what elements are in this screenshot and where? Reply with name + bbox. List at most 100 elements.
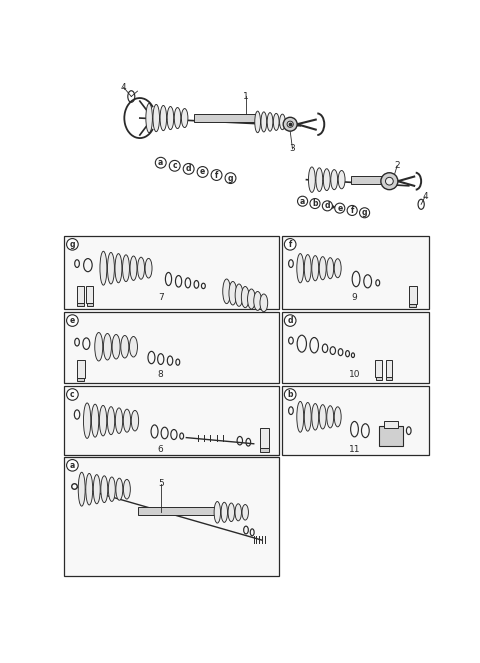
Ellipse shape: [267, 113, 273, 131]
Ellipse shape: [146, 103, 152, 133]
Bar: [386, 377, 392, 380]
Ellipse shape: [122, 255, 130, 282]
Bar: [64, 386, 278, 455]
Circle shape: [284, 239, 296, 250]
Text: f: f: [288, 240, 292, 249]
Circle shape: [323, 201, 333, 211]
Ellipse shape: [132, 410, 139, 431]
Ellipse shape: [279, 114, 285, 130]
Circle shape: [67, 389, 78, 400]
Ellipse shape: [312, 404, 319, 430]
Ellipse shape: [248, 289, 255, 309]
Text: f: f: [215, 170, 218, 180]
Bar: [375, 360, 383, 377]
Ellipse shape: [108, 477, 115, 501]
Circle shape: [283, 117, 297, 131]
Bar: [282, 312, 429, 383]
Circle shape: [67, 459, 78, 471]
Bar: [77, 286, 84, 303]
Text: 3: 3: [289, 145, 295, 153]
Ellipse shape: [101, 476, 108, 503]
Text: g: g: [70, 240, 75, 249]
Ellipse shape: [304, 255, 311, 282]
Ellipse shape: [123, 409, 131, 432]
Ellipse shape: [309, 167, 315, 192]
Text: b: b: [312, 199, 318, 208]
Ellipse shape: [86, 473, 93, 505]
Ellipse shape: [229, 282, 237, 305]
Circle shape: [225, 173, 236, 184]
Ellipse shape: [228, 503, 235, 522]
Ellipse shape: [260, 294, 268, 312]
Ellipse shape: [338, 170, 345, 189]
Ellipse shape: [297, 253, 304, 283]
Ellipse shape: [235, 284, 243, 306]
Circle shape: [211, 170, 222, 180]
Text: 10: 10: [349, 370, 360, 379]
Circle shape: [360, 208, 370, 217]
Text: e: e: [70, 316, 75, 325]
Bar: [77, 360, 85, 379]
Ellipse shape: [100, 251, 107, 285]
Ellipse shape: [116, 478, 123, 500]
Text: 2: 2: [394, 161, 400, 170]
Ellipse shape: [221, 503, 228, 522]
Ellipse shape: [235, 504, 241, 521]
Ellipse shape: [130, 337, 137, 357]
Text: c: c: [172, 161, 177, 170]
Text: e: e: [337, 204, 342, 213]
Ellipse shape: [316, 168, 323, 192]
Text: c: c: [70, 390, 75, 399]
Ellipse shape: [214, 501, 220, 523]
Ellipse shape: [99, 406, 107, 436]
Ellipse shape: [327, 406, 334, 428]
Ellipse shape: [91, 404, 99, 437]
Circle shape: [284, 315, 296, 326]
Ellipse shape: [223, 279, 230, 304]
Ellipse shape: [115, 408, 123, 434]
Text: a: a: [300, 197, 305, 206]
Circle shape: [197, 166, 208, 177]
Ellipse shape: [153, 105, 159, 132]
Ellipse shape: [108, 406, 115, 435]
Circle shape: [284, 389, 296, 400]
Text: 4: 4: [422, 192, 428, 201]
Ellipse shape: [261, 112, 267, 132]
Bar: [64, 312, 278, 383]
Ellipse shape: [95, 333, 103, 361]
Text: 4: 4: [121, 83, 126, 91]
Ellipse shape: [254, 292, 262, 310]
Circle shape: [335, 203, 345, 213]
Ellipse shape: [167, 107, 174, 130]
Ellipse shape: [160, 105, 167, 131]
Ellipse shape: [123, 479, 131, 499]
Text: f: f: [350, 206, 354, 215]
Ellipse shape: [304, 402, 311, 431]
Ellipse shape: [108, 253, 114, 284]
Bar: [86, 286, 93, 303]
Ellipse shape: [241, 286, 249, 308]
Bar: [77, 379, 84, 381]
Ellipse shape: [93, 475, 100, 504]
Circle shape: [298, 196, 308, 206]
Bar: [409, 304, 416, 308]
Ellipse shape: [297, 401, 304, 432]
Circle shape: [347, 206, 357, 215]
Ellipse shape: [334, 259, 341, 278]
Bar: [385, 360, 393, 377]
Ellipse shape: [121, 335, 129, 358]
Ellipse shape: [319, 257, 326, 280]
Text: b: b: [288, 390, 293, 399]
Ellipse shape: [274, 113, 279, 131]
Bar: [260, 428, 269, 448]
Ellipse shape: [115, 254, 122, 283]
Circle shape: [156, 157, 166, 168]
Circle shape: [183, 164, 194, 174]
Ellipse shape: [319, 404, 326, 429]
Bar: [77, 303, 84, 306]
Bar: [64, 236, 278, 309]
Text: g: g: [228, 174, 233, 182]
Text: a: a: [158, 158, 163, 167]
Ellipse shape: [112, 335, 120, 359]
Bar: [64, 457, 278, 576]
